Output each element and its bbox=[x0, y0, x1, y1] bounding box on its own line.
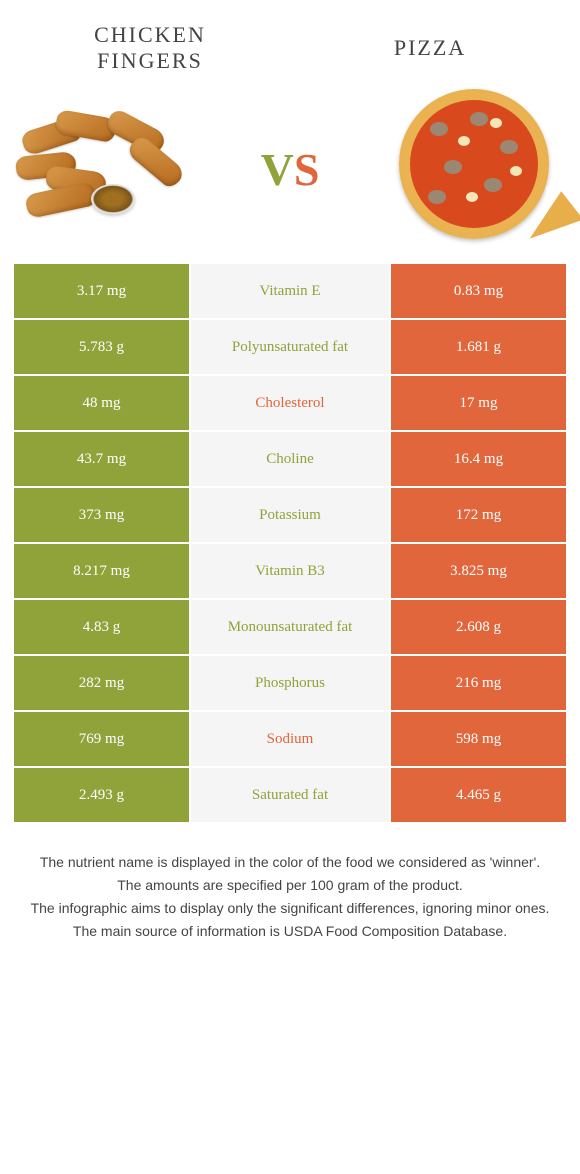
value-right: 3.825 mg bbox=[391, 544, 566, 598]
nutrient-row: 5.783 gPolyunsaturated fat1.681 g bbox=[14, 320, 566, 374]
footnote-line: The nutrient name is displayed in the co… bbox=[30, 852, 550, 873]
images-row: VS bbox=[0, 84, 580, 264]
nutrient-row: 43.7 mgCholine16.4 mg bbox=[14, 432, 566, 486]
nutrient-label: Phosphorus bbox=[191, 656, 389, 710]
vs-s: S bbox=[294, 143, 320, 196]
nutrient-row: 2.493 gSaturated fat4.465 g bbox=[14, 768, 566, 822]
value-left: 373 mg bbox=[14, 488, 189, 542]
footnote-line: The infographic aims to display only the… bbox=[30, 898, 550, 919]
value-left: 282 mg bbox=[14, 656, 189, 710]
value-right: 172 mg bbox=[391, 488, 566, 542]
nutrient-row: 373 mgPotassium172 mg bbox=[14, 488, 566, 542]
nutrient-row: 769 mgSodium598 mg bbox=[14, 712, 566, 766]
value-left: 769 mg bbox=[14, 712, 189, 766]
pizza-image bbox=[387, 94, 572, 244]
nutrient-label: Vitamin E bbox=[191, 264, 389, 318]
value-left: 4.83 g bbox=[14, 600, 189, 654]
food-title-right: PIZZA bbox=[290, 35, 570, 61]
value-left: 43.7 mg bbox=[14, 432, 189, 486]
value-right: 598 mg bbox=[391, 712, 566, 766]
value-right: 216 mg bbox=[391, 656, 566, 710]
vs-label: VS bbox=[261, 143, 320, 196]
chicken-fingers-image bbox=[8, 94, 193, 244]
nutrient-row: 3.17 mgVitamin E0.83 mg bbox=[14, 264, 566, 318]
footnotes: The nutrient name is displayed in the co… bbox=[0, 852, 580, 984]
value-right: 0.83 mg bbox=[391, 264, 566, 318]
nutrient-row: 8.217 mgVitamin B33.825 mg bbox=[14, 544, 566, 598]
value-right: 2.608 g bbox=[391, 600, 566, 654]
nutrient-label: Choline bbox=[191, 432, 389, 486]
value-right: 4.465 g bbox=[391, 768, 566, 822]
footnote-line: The main source of information is USDA F… bbox=[30, 921, 550, 942]
value-right: 1.681 g bbox=[391, 320, 566, 374]
value-left: 5.783 g bbox=[14, 320, 189, 374]
value-left: 3.17 mg bbox=[14, 264, 189, 318]
value-left: 2.493 g bbox=[14, 768, 189, 822]
nutrient-label: Cholesterol bbox=[191, 376, 389, 430]
nutrient-label: Monounsaturated fat bbox=[191, 600, 389, 654]
value-right: 17 mg bbox=[391, 376, 566, 430]
vs-v: V bbox=[261, 143, 294, 196]
nutrient-row: 4.83 gMonounsaturated fat2.608 g bbox=[14, 600, 566, 654]
nutrient-label: Polyunsaturated fat bbox=[191, 320, 389, 374]
header: CHICKEN FINGERS PIZZA bbox=[0, 0, 580, 84]
nutrient-label: Sodium bbox=[191, 712, 389, 766]
nutrient-label: Vitamin B3 bbox=[191, 544, 389, 598]
value-left: 48 mg bbox=[14, 376, 189, 430]
nutrient-label: Potassium bbox=[191, 488, 389, 542]
nutrient-label: Saturated fat bbox=[191, 768, 389, 822]
value-left: 8.217 mg bbox=[14, 544, 189, 598]
nutrient-row: 282 mgPhosphorus216 mg bbox=[14, 656, 566, 710]
nutrient-row: 48 mgCholesterol17 mg bbox=[14, 376, 566, 430]
food-title-left: CHICKEN FINGERS bbox=[10, 22, 290, 74]
nutrient-table: 3.17 mgVitamin E0.83 mg5.783 gPolyunsatu… bbox=[14, 264, 566, 822]
footnote-line: The amounts are specified per 100 gram o… bbox=[30, 875, 550, 896]
value-right: 16.4 mg bbox=[391, 432, 566, 486]
